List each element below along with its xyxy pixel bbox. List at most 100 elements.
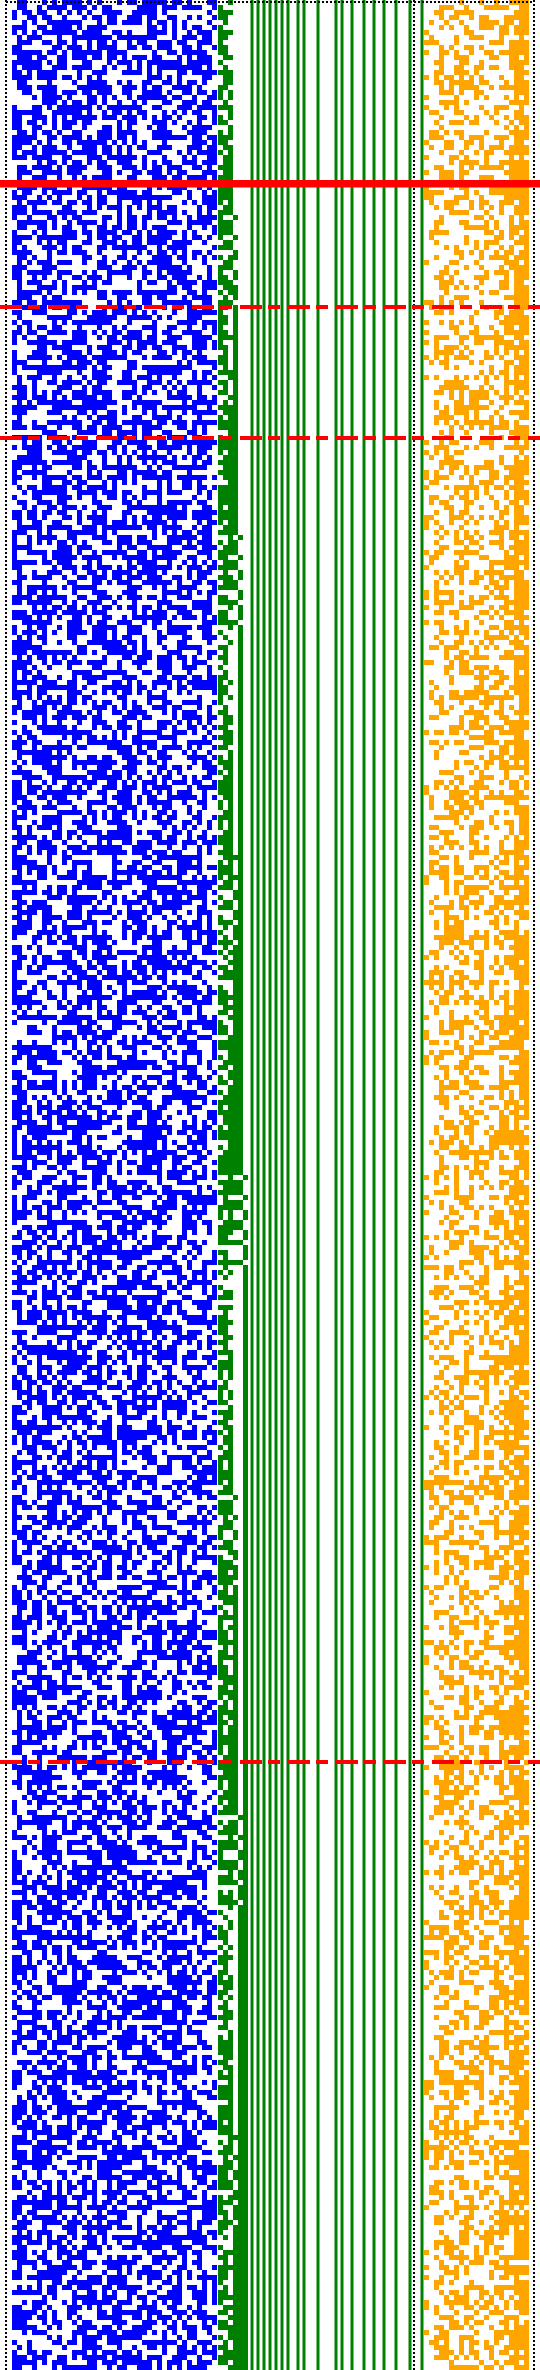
blue-cell [152, 745, 157, 750]
blue-cell [72, 40, 77, 45]
blue-cell [112, 1030, 117, 1035]
blue-cell [192, 675, 197, 680]
blue-cell [182, 320, 187, 325]
blue-cell [37, 280, 42, 285]
blue-cell [12, 460, 17, 465]
blue-cell [47, 215, 52, 220]
blue-cell [107, 490, 112, 495]
blue-cell [162, 365, 167, 370]
blue-cell [32, 505, 37, 510]
blue-cell [17, 1000, 22, 1005]
blue-cell [47, 315, 52, 320]
blue-cell [177, 280, 182, 285]
blue-cell [162, 470, 167, 475]
blue-cell [187, 1020, 192, 1025]
blue-cell [107, 175, 112, 180]
blue-cell [12, 210, 17, 215]
blue-cell [147, 235, 152, 240]
blue-cell [192, 440, 197, 445]
blue-cell [37, 865, 42, 870]
blue-cell [177, 720, 182, 725]
blue-cell [162, 595, 167, 600]
blue-cell [197, 140, 202, 145]
blue-cell [127, 215, 132, 220]
blue-cell [62, 890, 67, 895]
blue-cell [127, 300, 132, 305]
blue-cell [142, 1010, 147, 1015]
blue-cell [187, 635, 192, 640]
blue-cell [187, 265, 192, 270]
blue-cell [152, 425, 157, 430]
blue-cell [152, 1045, 157, 1050]
blue-cell [77, 460, 82, 465]
blue-cell [82, 1015, 87, 1020]
blue-cell [212, 345, 217, 350]
blue-cell [112, 105, 117, 110]
blue-cell [57, 1020, 62, 1025]
blue-cell [52, 820, 57, 825]
blue-cell [97, 990, 102, 995]
blue-cell [52, 400, 57, 405]
blue-cell [132, 1010, 137, 1015]
blue-cell [202, 560, 207, 565]
blue-cell [12, 945, 17, 950]
blue-cell [192, 155, 197, 160]
blue-cell [22, 500, 27, 505]
blue-cell [172, 995, 177, 1000]
blue-cell [22, 395, 27, 400]
blue-cell [167, 390, 172, 395]
blue-cell [127, 870, 132, 875]
blue-cell [12, 705, 17, 710]
blue-cell [127, 160, 132, 165]
blue-cell [187, 325, 192, 330]
blue-cell [192, 65, 197, 70]
blue-cell [97, 470, 102, 475]
blue-cell [82, 630, 87, 635]
blue-cell [87, 230, 92, 235]
blue-cell [202, 240, 207, 245]
blue-cell [47, 445, 52, 450]
blue-cell [112, 1065, 117, 1070]
blue-cell [122, 240, 127, 245]
blue-cell [127, 440, 132, 445]
blue-cell [22, 910, 27, 915]
blue-cell [107, 950, 112, 955]
blue-cell [17, 455, 22, 460]
blue-cell [132, 440, 137, 445]
blue-cell [62, 65, 67, 70]
blue-cell [72, 1035, 77, 1040]
blue-cell [102, 230, 107, 235]
blue-cell [197, 780, 202, 785]
blue-cell [87, 35, 92, 40]
blue-cell [157, 495, 162, 500]
blue-cell [197, 960, 202, 965]
blue-cell [17, 785, 22, 790]
blue-cell [167, 920, 172, 925]
blue-cell [207, 75, 212, 80]
blue-cell [62, 230, 67, 235]
blue-cell [22, 50, 27, 55]
blue-cell [77, 355, 82, 360]
blue-cell [47, 750, 52, 755]
blue-cell [142, 220, 147, 225]
blue-cell [32, 35, 37, 40]
blue-cell [32, 550, 37, 555]
blue-cell [212, 280, 217, 285]
blue-cell [57, 485, 62, 490]
blue-cell [92, 385, 97, 390]
blue-cell [142, 430, 147, 435]
blue-cell [172, 945, 177, 950]
blue-cell [47, 885, 52, 890]
blue-cell [207, 55, 212, 60]
blue-cell [17, 410, 22, 415]
blue-cell [122, 60, 127, 65]
blue-cell [152, 15, 157, 20]
blue-cell [102, 90, 107, 95]
blue-cell [77, 735, 82, 740]
blue-cell [122, 480, 127, 485]
blue-cell [17, 1080, 22, 1085]
blue-cell [72, 380, 77, 385]
blue-cell [92, 355, 97, 360]
blue-cell [172, 175, 177, 180]
blue-cell [97, 235, 102, 240]
